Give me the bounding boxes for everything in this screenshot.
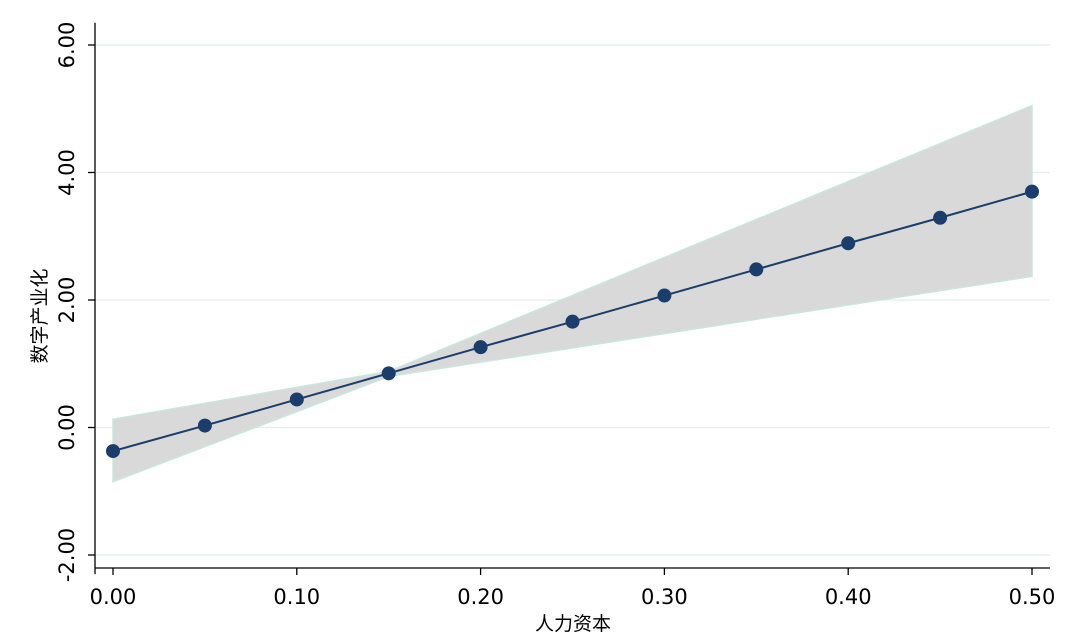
x-tick-label-2: 0.20 — [457, 585, 504, 609]
y-tick-label-2: 2.00 — [55, 277, 79, 324]
data-point-4 — [473, 340, 488, 355]
confidence-band-area — [112, 104, 1033, 483]
axes — [88, 22, 1050, 575]
y-tick-label-1: 0.00 — [55, 404, 79, 451]
y-tick-label-3: 4.00 — [55, 149, 79, 196]
data-point-1 — [197, 418, 212, 433]
y-tick-label-0: -2.00 — [55, 528, 79, 582]
data-point-7 — [749, 262, 764, 277]
data-point-5 — [565, 314, 580, 329]
data-point-10 — [1025, 184, 1039, 199]
data-point-3 — [381, 366, 396, 381]
data-point-0 — [106, 444, 120, 459]
data-point-6 — [657, 288, 672, 303]
x-tick-label-1: 0.10 — [273, 585, 320, 609]
data-point-2 — [289, 392, 304, 407]
series-markers — [106, 184, 1039, 459]
x-tick-label-5: 0.50 — [1009, 585, 1056, 609]
data-point-9 — [933, 210, 948, 225]
x-tick-label-3: 0.30 — [641, 585, 688, 609]
x-axis-title: 人力资本 — [535, 613, 611, 635]
y-tick-label-4: 6.00 — [55, 22, 79, 69]
data-point-8 — [841, 236, 856, 251]
x-tick-label-4: 0.40 — [825, 585, 872, 609]
x-tick-label-0: 0.00 — [90, 585, 137, 609]
y-axis-title: 数字产业化 — [29, 268, 51, 363]
confidence-band — [112, 104, 1033, 483]
tick-labels: -2.00 0.00 2.00 4.00 6.00 0.00 0.10 0.20 0.30 0.4… — [55, 22, 1055, 609]
